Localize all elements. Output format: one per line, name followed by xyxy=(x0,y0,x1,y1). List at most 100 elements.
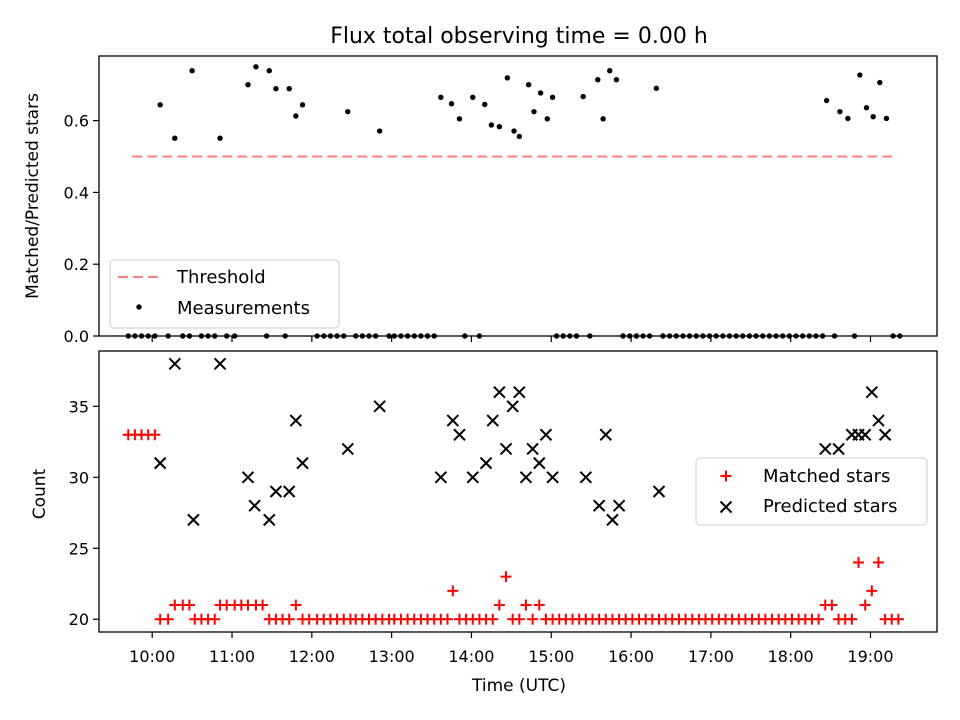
measurement-point xyxy=(620,333,626,339)
measurement-point xyxy=(746,333,753,339)
measurement-point xyxy=(266,68,272,74)
measurement-point xyxy=(157,102,163,108)
measurement-point xyxy=(686,333,693,339)
predicted-star-point xyxy=(872,414,885,427)
measurement-point xyxy=(516,133,523,140)
predicted-star-point xyxy=(213,357,227,370)
predicted-star-point xyxy=(832,442,845,456)
measurement-point xyxy=(321,333,327,339)
matched-star-point xyxy=(487,613,499,625)
matched-star-point xyxy=(162,613,174,625)
predicted-star-point xyxy=(592,499,606,512)
top-y-tick-label: 0.0 xyxy=(64,327,89,346)
cross-stroke-b xyxy=(599,428,612,441)
top-y-tick-label: 0.2 xyxy=(64,255,89,274)
predicted-star-point xyxy=(539,428,553,441)
measurement-point xyxy=(345,108,351,115)
matched-star-point xyxy=(493,599,505,611)
measurement-point xyxy=(786,333,793,339)
matched-star-point xyxy=(447,585,459,597)
matched-star-point xyxy=(209,613,221,625)
measurement-point xyxy=(205,333,211,339)
cross-stroke-b xyxy=(878,428,892,441)
legend-measurements-swatch xyxy=(136,304,142,310)
matched-star-point xyxy=(283,613,295,625)
cross-stroke-b xyxy=(652,485,666,498)
matched-star-point xyxy=(257,599,269,611)
bottom-x-tick-label: 14:00 xyxy=(448,647,494,666)
measurement-point xyxy=(511,128,517,134)
cross-stroke-b xyxy=(546,471,559,484)
cross-stroke-b xyxy=(241,471,255,484)
measurement-point xyxy=(544,116,550,122)
measurement-point xyxy=(580,93,586,100)
measurement-point xyxy=(245,82,251,88)
measurement-point xyxy=(152,333,158,339)
measurement-point xyxy=(600,116,606,122)
legend-matched-label: Matched stars xyxy=(763,466,890,487)
x-axis-label: Time (UTC) xyxy=(471,676,566,696)
measurement-points xyxy=(125,64,903,339)
cross-stroke-b xyxy=(539,428,553,441)
measurement-point xyxy=(706,333,713,339)
measurement-point xyxy=(760,333,766,339)
cross-stroke-b xyxy=(434,471,448,484)
top-y-tick-label: 0.6 xyxy=(64,112,89,131)
cross-stroke-b xyxy=(296,456,309,470)
top-legend: Threshold Measurements xyxy=(109,259,340,329)
measurement-point xyxy=(680,333,686,339)
measurement-point xyxy=(456,116,463,122)
cross-stroke-b xyxy=(865,385,879,399)
top-legend-box xyxy=(109,259,340,329)
predicted-star-point xyxy=(283,485,296,498)
measurement-point xyxy=(640,333,646,339)
measurement-point xyxy=(424,333,431,339)
measurement-point xyxy=(476,333,483,339)
measurement-point xyxy=(327,333,334,339)
measurement-point xyxy=(595,76,601,83)
measurement-point xyxy=(531,108,537,115)
predicted-star-point xyxy=(546,471,559,484)
bottom-y-ticks: 20 25 30 35 xyxy=(69,397,99,629)
cross-stroke-b xyxy=(493,385,506,399)
measurement-point xyxy=(165,333,171,339)
measurement-point xyxy=(334,333,340,339)
measurement-point xyxy=(299,102,306,108)
predicted-star-points xyxy=(153,357,892,527)
matched-star-point xyxy=(527,613,539,625)
measurement-point xyxy=(359,333,366,339)
cross-stroke-b xyxy=(513,385,526,399)
bottom-x-tick-label: 10:00 xyxy=(129,647,175,666)
measurement-point xyxy=(693,333,699,339)
measurement-point xyxy=(504,75,511,81)
top-plot-frame xyxy=(98,55,938,337)
measurement-point xyxy=(890,333,896,339)
predicted-star-point xyxy=(263,513,276,527)
measurement-point xyxy=(753,333,759,339)
predicted-star-point xyxy=(493,385,506,399)
top-y-tick-label: 0.4 xyxy=(64,183,89,202)
matched-star-point xyxy=(513,613,525,625)
predicted-star-point xyxy=(341,442,354,456)
measurement-point xyxy=(438,94,444,100)
matched-star-points xyxy=(122,429,904,625)
measurement-point xyxy=(172,135,178,141)
measurement-point xyxy=(713,333,719,339)
measurement-point xyxy=(314,333,320,339)
bottom-x-tick-label: 19:00 xyxy=(847,647,893,666)
matched-star-point xyxy=(533,599,545,611)
legend-predicted-label: Predicted stars xyxy=(763,496,897,517)
legend-predicted-marker xyxy=(719,500,733,514)
cross-stroke-b xyxy=(533,456,546,470)
cross-stroke-b xyxy=(872,414,885,427)
cross-stroke-b xyxy=(289,414,303,427)
measurement-point xyxy=(813,333,819,339)
measurement-point xyxy=(773,333,779,339)
matched-star-point xyxy=(149,429,161,441)
matched-star-point xyxy=(826,599,838,611)
measurement-point xyxy=(198,333,205,339)
bottom-y-tick-label: 25 xyxy=(69,539,89,558)
cross-stroke-b xyxy=(519,471,533,484)
chart-title: Flux total observing time = 0.00 h xyxy=(330,24,708,49)
